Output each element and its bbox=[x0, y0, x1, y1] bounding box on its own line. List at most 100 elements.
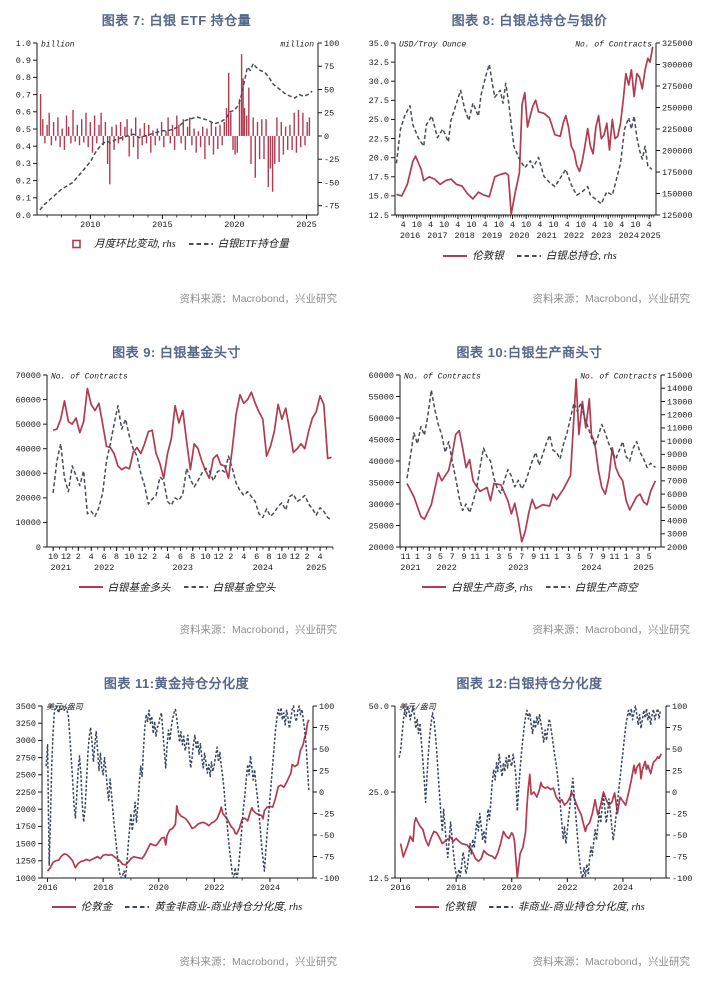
figure-11-svg: 2016 2018 2020 2022 202410001250150017502000… bbox=[15, 702, 339, 893]
svg-text:2022: 2022 bbox=[93, 563, 113, 573]
legend-dash-marker bbox=[183, 586, 208, 589]
svg-text:2024: 2024 bbox=[618, 231, 638, 241]
svg-text:0.1: 0.1 bbox=[15, 194, 30, 204]
figure-7-svg: 2010 2015 2020 2025 0.0 0.1 0.2 0.3 0.4 0.5 0.6 0.7… bbox=[15, 39, 339, 230]
svg-text:2025: 2025 bbox=[640, 231, 660, 241]
svg-text:1: 1 bbox=[623, 552, 628, 562]
svg-text:0.8: 0.8 bbox=[15, 73, 30, 83]
svg-text:20000: 20000 bbox=[15, 493, 41, 503]
chart-panel-figure-9: 图表 9: 白银基金头寸 10 12 2 4 6 8 10 12 2 4 6 8 10 12 2 4 6 8 10 1… bbox=[0, 332, 353, 664]
svg-text:2017: 2017 bbox=[427, 231, 447, 241]
svg-text:0: 0 bbox=[672, 788, 677, 798]
svg-text:No. of Contracts: No. of Contracts bbox=[51, 372, 128, 381]
svg-text:2018: 2018 bbox=[92, 883, 112, 893]
svg-text:0: 0 bbox=[324, 132, 329, 142]
svg-text:15000: 15000 bbox=[667, 370, 693, 380]
svg-text:2025: 2025 bbox=[296, 220, 316, 230]
chart-legend: 月度环比变动, rhs 白银ETF持仓量 bbox=[64, 236, 289, 251]
chart-canvas: 10 12 2 4 6 8 10 12 2 4 6 8 10 12 2 4 6 8 10 12 2 4 2021 2022 20… bbox=[9, 367, 345, 579]
svg-text:70000: 70000 bbox=[15, 370, 41, 380]
svg-text:35.0: 35.0 bbox=[368, 39, 388, 49]
svg-text:2021: 2021 bbox=[50, 563, 70, 573]
svg-text:12: 12 bbox=[60, 552, 70, 562]
chart-canvas: 11 1 3 5 7 9 11 1 3 5 7 9 11 1 3 5 7 9 11 1 3 5 2021 2022 2023 20… bbox=[362, 367, 698, 579]
chart-title: 图表 11:黄金持仓分化度 bbox=[103, 676, 250, 692]
legend-label: 伦敦银 bbox=[472, 251, 504, 262]
legend-item: 伦敦银 bbox=[442, 248, 504, 263]
svg-text:11: 11 bbox=[470, 552, 480, 562]
svg-text:35000: 35000 bbox=[368, 478, 394, 488]
svg-text:2016: 2016 bbox=[399, 231, 419, 241]
svg-text:-50: -50 bbox=[319, 831, 334, 841]
svg-text:4: 4 bbox=[317, 552, 322, 562]
svg-text:6: 6 bbox=[254, 552, 259, 562]
legend-label: 白银ETF持仓量 bbox=[217, 239, 289, 250]
svg-text:1750: 1750 bbox=[15, 823, 35, 833]
legend-item: 白银基金空头 bbox=[183, 580, 276, 595]
chart-canvas: 2016 2018 2020 2022 2024 1000 1250 1500 1750 2000… bbox=[9, 698, 345, 898]
legend-label: 白银总持仓, rhs bbox=[545, 251, 617, 262]
chart-legend: 伦敦金 黄金非商业-商业持仓分化度, rhs bbox=[51, 899, 302, 914]
svg-text:0.3: 0.3 bbox=[15, 159, 30, 169]
svg-text:2022: 2022 bbox=[557, 883, 577, 893]
svg-text:-100: -100 bbox=[319, 874, 339, 884]
svg-text:60000: 60000 bbox=[15, 395, 41, 405]
svg-text:2022: 2022 bbox=[204, 883, 224, 893]
svg-text:No. of Contracts: No. of Contracts bbox=[575, 41, 652, 50]
svg-text:8: 8 bbox=[190, 552, 195, 562]
svg-text:3250: 3250 bbox=[15, 719, 35, 729]
svg-text:0.4: 0.4 bbox=[15, 142, 30, 152]
svg-text:2: 2 bbox=[151, 552, 156, 562]
svg-text:75: 75 bbox=[319, 724, 329, 734]
svg-text:4: 4 bbox=[619, 220, 624, 230]
chart-title: 图表 9: 白银基金头寸 bbox=[112, 344, 241, 360]
svg-text:4000: 4000 bbox=[667, 516, 687, 526]
svg-text:60000: 60000 bbox=[368, 370, 394, 380]
chart-panel-figure-10: 图表 10:白银生产商头寸 11 1 3 5 7 9 11 1 3 5 7 9 11 1 3 5 7 9 11 1 3 5… bbox=[353, 332, 706, 664]
legend-label: 白银生产商空 bbox=[574, 582, 638, 594]
svg-text:4: 4 bbox=[455, 220, 460, 230]
legend-label: 伦敦银 bbox=[444, 902, 476, 914]
legend-item: 黄金非商业-商业持仓分化度, rhs bbox=[124, 899, 302, 914]
legend-item: 白银生产商多, rhs bbox=[421, 580, 533, 595]
svg-text:2022: 2022 bbox=[436, 563, 456, 573]
svg-text:12: 12 bbox=[289, 552, 299, 562]
legend-label: 非商业-商业持仓分化度, rhs bbox=[517, 902, 645, 914]
svg-text:1000: 1000 bbox=[15, 874, 35, 884]
svg-text:9000: 9000 bbox=[667, 450, 687, 460]
svg-text:2021: 2021 bbox=[400, 563, 420, 573]
svg-text:1: 1 bbox=[554, 552, 559, 562]
svg-text:2025: 2025 bbox=[633, 563, 653, 573]
svg-text:4: 4 bbox=[88, 552, 93, 562]
svg-text:2015: 2015 bbox=[152, 220, 172, 230]
legend-dash-marker bbox=[125, 905, 150, 908]
source-attribution: 资料来源：Macrobond，兴业研究 bbox=[532, 292, 690, 305]
svg-text:2024: 2024 bbox=[612, 883, 632, 893]
source-attribution: 资料来源：Macrobond，兴业研究 bbox=[179, 624, 337, 637]
svg-text:12.5: 12.5 bbox=[368, 211, 388, 221]
legend-line-marker bbox=[422, 586, 447, 589]
chart-legend: 伦敦银 非商业-商业持仓分化度, rhs bbox=[414, 899, 645, 914]
svg-text:10: 10 bbox=[575, 220, 585, 230]
svg-text:250000: 250000 bbox=[662, 103, 693, 113]
chart-title: 图表 8: 白银总持仓与银价 bbox=[451, 13, 608, 28]
svg-text:50: 50 bbox=[672, 745, 682, 755]
svg-text:2020: 2020 bbox=[148, 883, 168, 893]
svg-text:50000: 50000 bbox=[368, 413, 394, 423]
svg-text:8: 8 bbox=[113, 552, 118, 562]
svg-text:2023: 2023 bbox=[172, 563, 192, 573]
svg-text:1: 1 bbox=[484, 552, 489, 562]
svg-text:4: 4 bbox=[537, 220, 542, 230]
svg-text:2: 2 bbox=[75, 552, 80, 562]
svg-text:11000: 11000 bbox=[667, 423, 693, 433]
svg-text:2024: 2024 bbox=[252, 563, 272, 573]
legend-item: 非商业-商业持仓分化度, rhs bbox=[488, 899, 645, 914]
svg-text:22.5: 22.5 bbox=[368, 134, 388, 144]
legend-line-marker bbox=[443, 254, 468, 257]
svg-text:4: 4 bbox=[591, 220, 596, 230]
svg-text:2020: 2020 bbox=[501, 883, 521, 893]
svg-text:10: 10 bbox=[603, 220, 613, 230]
svg-text:100: 100 bbox=[319, 702, 334, 712]
